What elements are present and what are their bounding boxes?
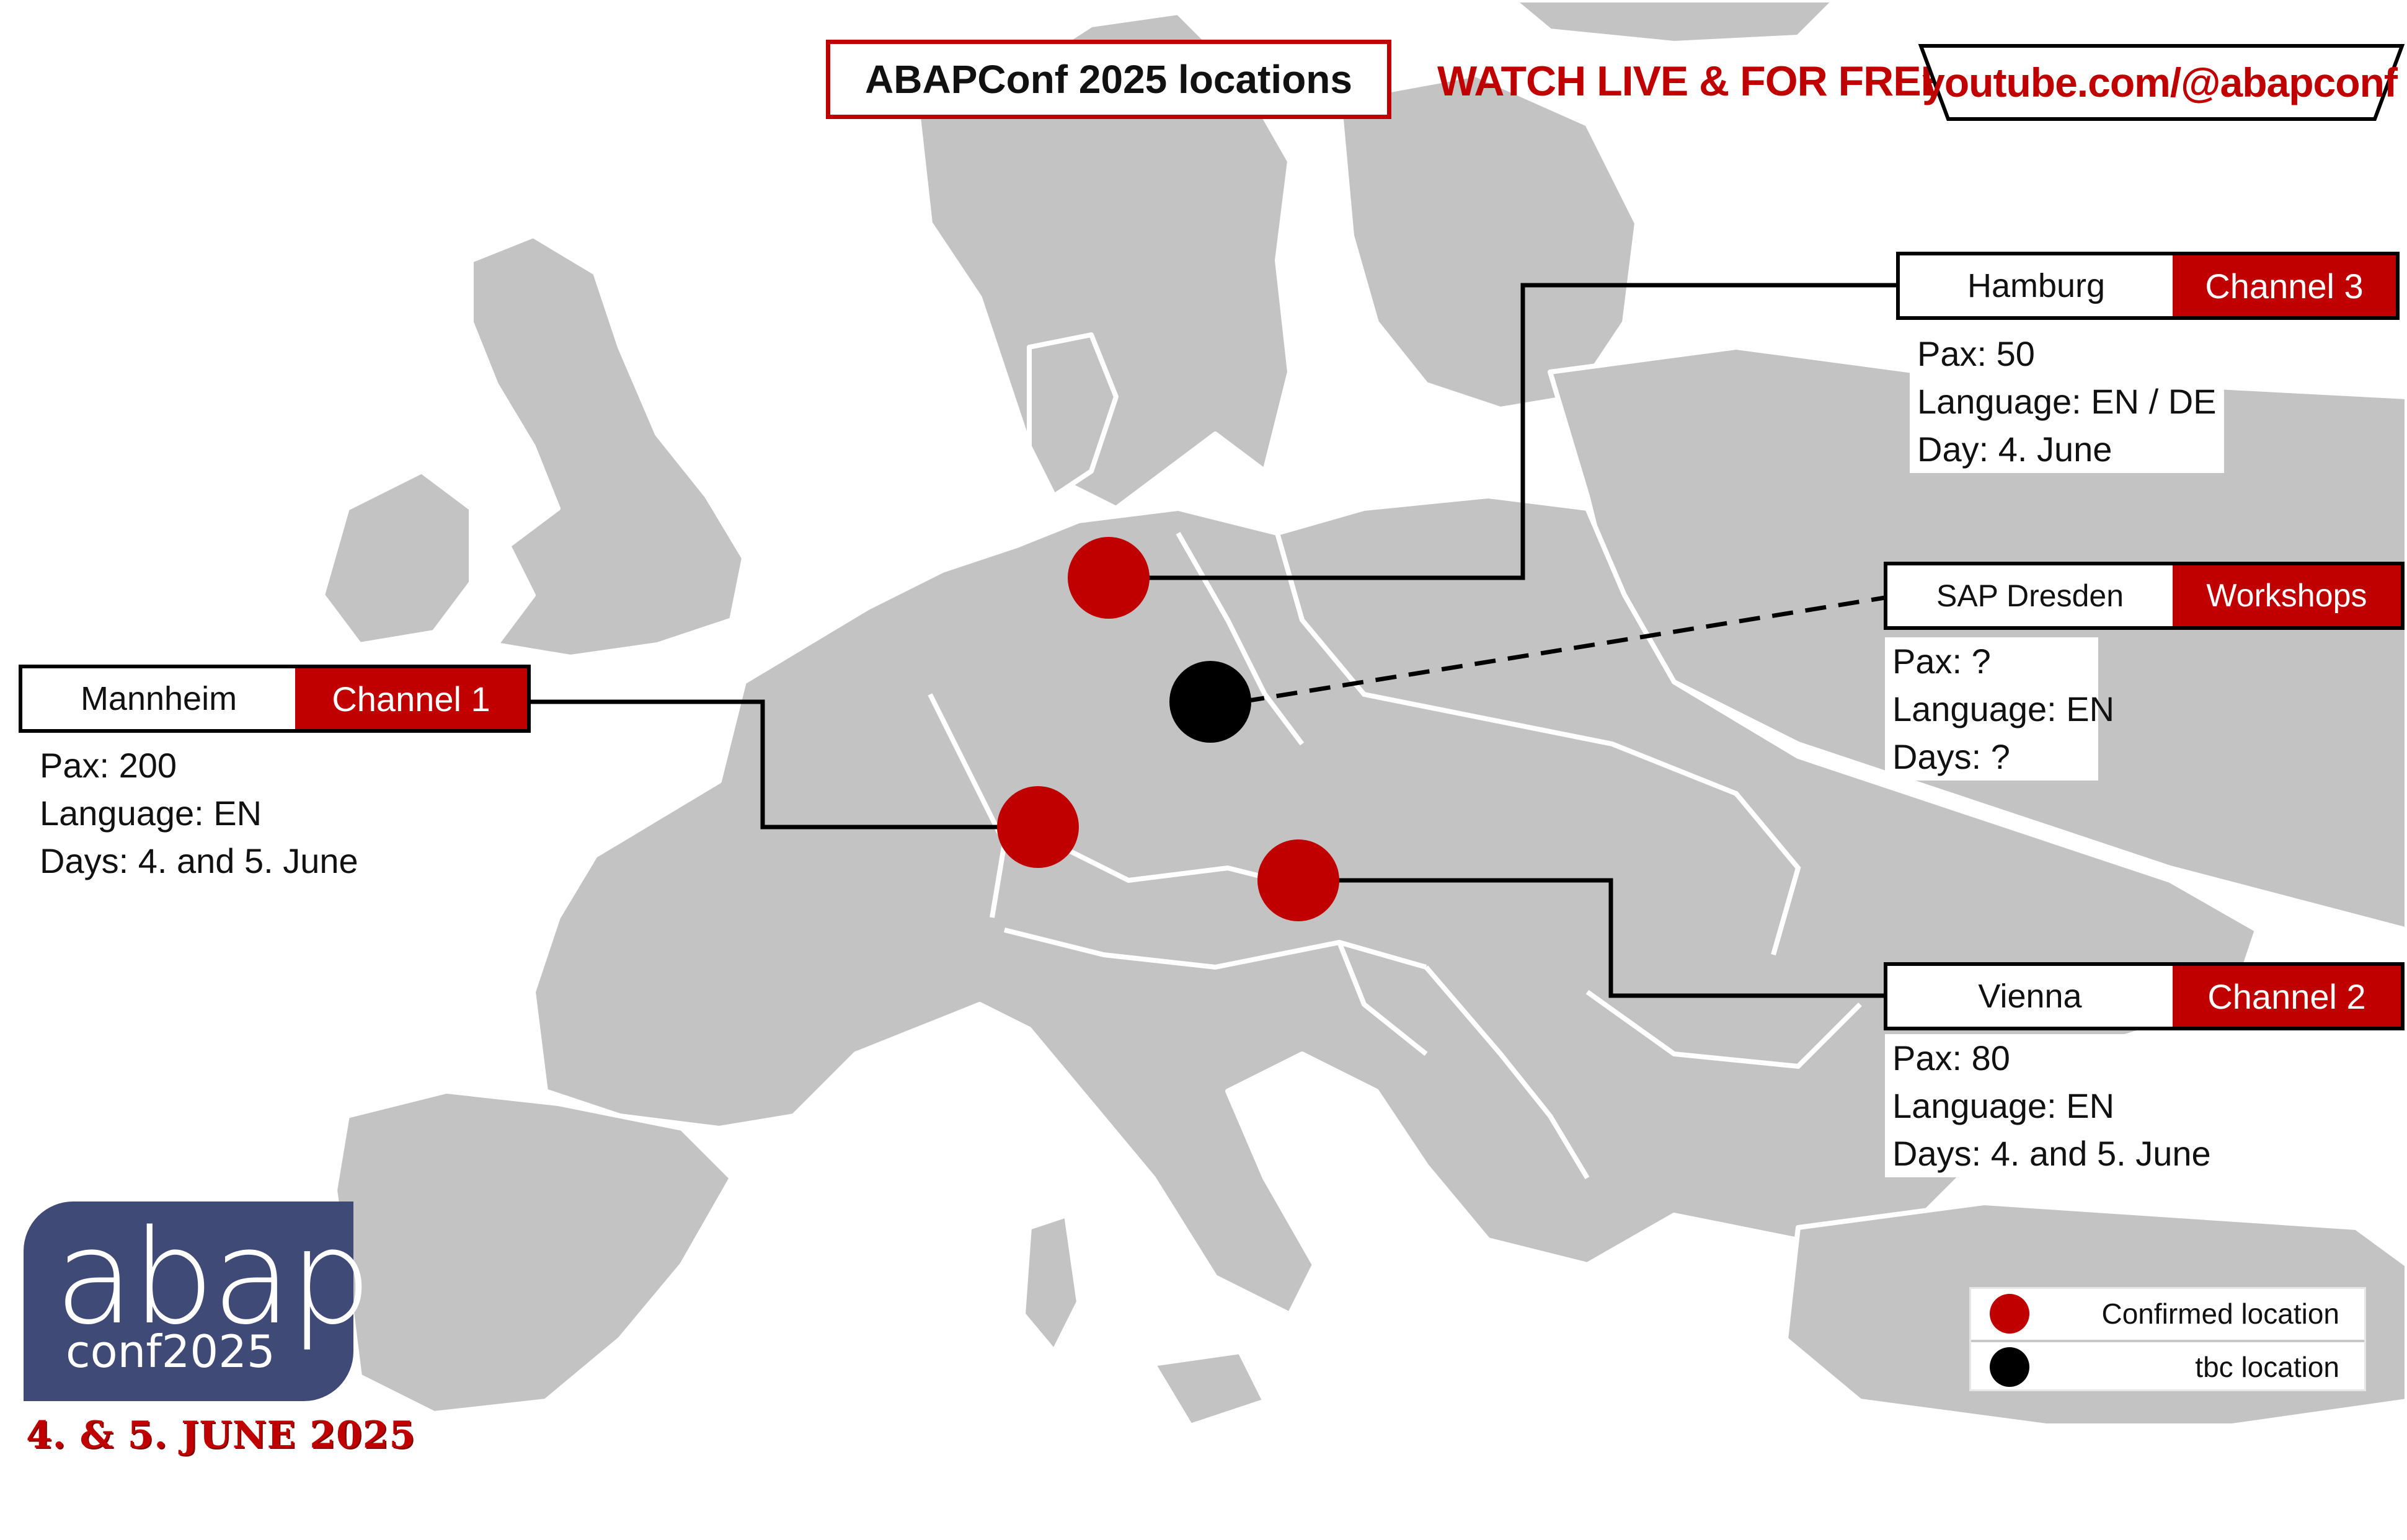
legend-row-tbc: tbc location [1971, 1342, 2364, 1392]
map-legend: Confirmed location tbc location [1969, 1287, 2366, 1391]
land-ireland [320, 469, 474, 647]
info-days: Day: 4. June [1917, 430, 2112, 469]
location-name: Vienna [1887, 966, 2173, 1027]
page-title: ABAPConf 2025 locations [826, 40, 1391, 119]
connector-dresden [1210, 595, 1886, 709]
land-great-britain [469, 233, 747, 660]
channel-badge: Workshops [2129, 565, 2401, 626]
location-info-dresden: Pax: ? Language: EN Days: ? [1885, 637, 2115, 781]
location-name: SAP Dresden [1887, 565, 2173, 626]
event-dates: 4. & 5. JUNE 2025 [26, 1414, 416, 1457]
location-box-vienna: Vienna Channel 2 [1884, 962, 2405, 1030]
land-denmark [1027, 332, 1119, 498]
location-name: Hamburg [1900, 255, 2173, 316]
info-language: Language: EN [1892, 1086, 2115, 1125]
info-language: Language: EN [1892, 689, 2115, 728]
youtube-link-frame [1918, 44, 2405, 121]
connector-vienna [1298, 878, 1885, 998]
confirmed-dot-icon [1990, 1294, 2029, 1334]
marker-vienna [1257, 839, 1339, 921]
land-iberia [332, 1089, 734, 1416]
land-sicily [1151, 1349, 1267, 1428]
info-pax: Pax: 50 [1917, 334, 2035, 373]
land-continent [531, 493, 2259, 1317]
land-scandinavia [915, 10, 1292, 511]
location-info-vienna: Pax: 80 Language: EN Days: 4. and 5. Jun… [1885, 1034, 2219, 1177]
channel-badge: Channel 3 [2129, 255, 2396, 316]
watch-live-label: WATCH LIVE & FOR FREE [1437, 58, 1949, 105]
abapconf-logo: abap conf2025 [24, 1201, 372, 1401]
logo-sub-text: conf2025 [66, 1325, 275, 1378]
info-days: Days: ? [1892, 737, 2010, 776]
location-info-mannheim: Pax: 200 Language: EN Days: 4. and 5. Ju… [32, 741, 366, 885]
channel-badge: Channel 1 [252, 668, 527, 729]
info-pax: Pax: 80 [1892, 1038, 2010, 1078]
connector-mannheim [530, 699, 1038, 830]
marker-dresden [1169, 661, 1251, 743]
legend-divider [1971, 1340, 2364, 1342]
logo-main-text: abap [55, 1201, 372, 1353]
tbc-dot-icon [1990, 1347, 2029, 1387]
info-pax: Pax: ? [1892, 642, 1991, 681]
location-box-hamburg: Hamburg Channel 3 [1896, 252, 2400, 320]
marker-hamburg [1068, 537, 1150, 619]
legend-row-confirmed: Confirmed location [1971, 1289, 2364, 1339]
channel-badge: Channel 2 [2129, 966, 2401, 1027]
land-finland [1337, 72, 1639, 412]
youtube-link[interactable]: youtube.com/@abapconf [1922, 60, 2398, 105]
info-language: Language: EN [40, 794, 262, 833]
marker-mannheim [997, 786, 1079, 868]
location-box-dresden: SAP Dresden Workshops [1884, 562, 2405, 630]
land-north-fragment [1510, 0, 1838, 46]
location-info-hamburg: Pax: 50 Language: EN / DE Day: 4. June [1910, 330, 2224, 473]
legend-label-tbc: tbc location [2195, 1351, 2339, 1383]
legend-label-confirmed: Confirmed location [2101, 1298, 2339, 1330]
connector-hamburg [1109, 283, 1897, 580]
info-days: Days: 4. and 5. June [40, 841, 358, 880]
location-name: Mannheim [22, 668, 295, 729]
land-sardinia [1021, 1213, 1081, 1354]
info-days: Days: 4. and 5. June [1892, 1134, 2211, 1173]
info-language: Language: EN / DE [1917, 382, 2217, 421]
info-pax: Pax: 200 [40, 746, 177, 785]
location-box-mannheim: Mannheim Channel 1 [19, 665, 531, 733]
